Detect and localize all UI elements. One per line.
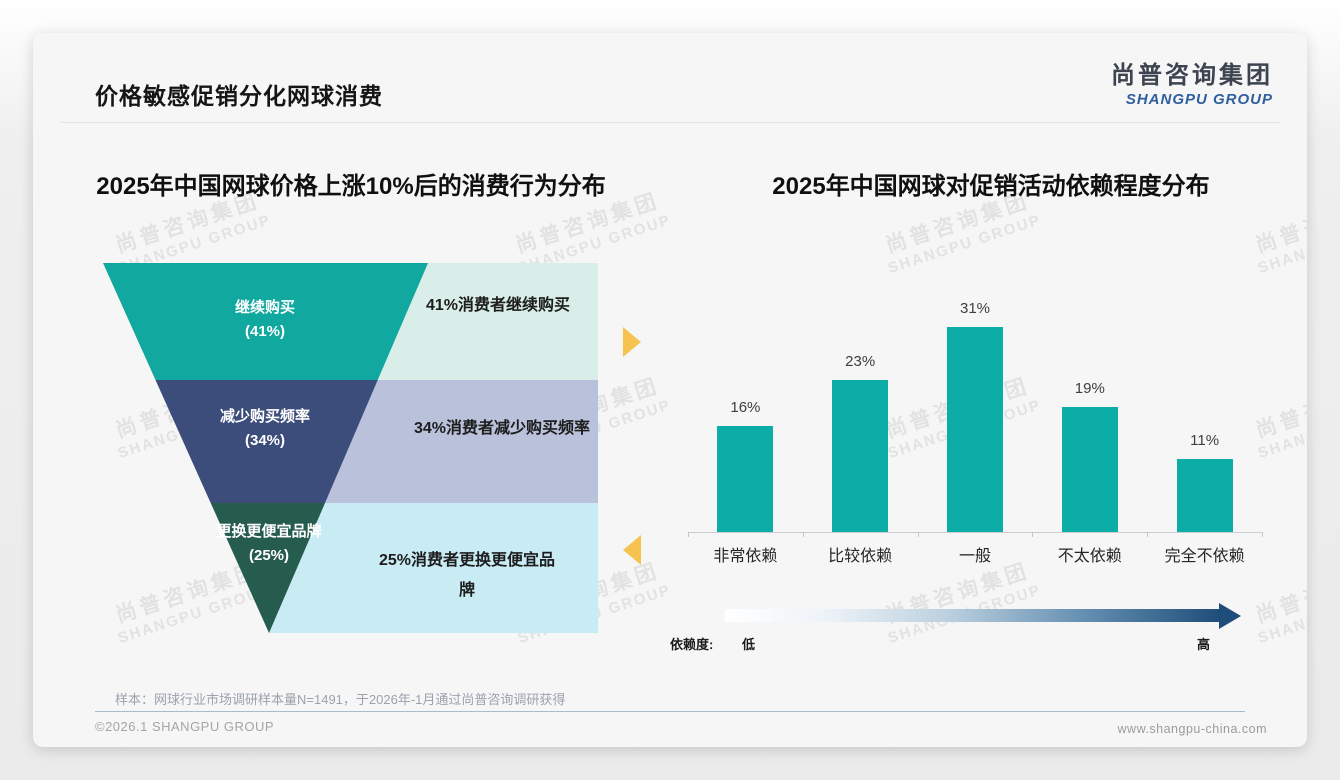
bar-category-label: 完全不依赖 xyxy=(1164,548,1245,565)
funnel-segment-3 xyxy=(210,503,325,633)
funnel-stage-2-name: 减少购买频率 xyxy=(219,408,310,425)
bar-chart-title: 2025年中国网球对促销活动依赖程度分布 xyxy=(772,173,1210,200)
x-axis-tick xyxy=(1262,532,1263,537)
funnel-stage-label-2: 减少购买频率 (34%) xyxy=(185,405,345,453)
dependency-axis-label: 依赖度: xyxy=(670,637,714,652)
funnel-segment-1 xyxy=(103,263,428,380)
funnel-stage-1-value: (41%) xyxy=(244,323,285,340)
x-axis-tick xyxy=(688,532,689,537)
funnel-stage-3-name: 更换更便宜品牌 xyxy=(216,523,322,540)
funnel-chart xyxy=(103,263,641,633)
footer-divider xyxy=(95,711,1245,712)
funnel-stage-3-value: (25%) xyxy=(248,547,289,564)
dependency-high-label: 高 xyxy=(1197,637,1211,652)
logo-english-text: SHANGPU GROUP xyxy=(1125,91,1273,108)
logo-chinese-text: 尚普咨询集团 xyxy=(1111,62,1273,89)
dependency-arrow-head-icon xyxy=(1219,602,1241,629)
bar-category-label: 比较依赖 xyxy=(828,548,893,565)
bar-非常依赖 xyxy=(717,426,774,532)
header-divider xyxy=(60,122,1280,123)
x-axis-tick xyxy=(802,532,804,537)
company-logo: 尚普咨询集团 SHANGPU GROUP xyxy=(1111,55,1273,108)
funnel-stage-label-3: 更换更便宜品牌 (25%) xyxy=(185,520,353,568)
funnel-note-box-3 xyxy=(269,503,598,633)
page-title: 价格敏感促销分化网球消费 xyxy=(95,83,383,109)
bar-category-label: 不太依赖 xyxy=(1057,548,1122,565)
website-text: www.shangpu-china.com xyxy=(1117,722,1267,736)
funnel-note-3: 25%消费者更换更便宜品牌 xyxy=(378,552,556,599)
bar-value-label: 16% xyxy=(730,399,761,416)
dependency-low-label: 低 xyxy=(742,637,756,652)
funnel-segment-2 xyxy=(155,380,378,503)
slide-card: 尚普咨询集团 SHANGPU GROUP 尚普咨询集团 SHANGPU GROUP 尚普… xyxy=(33,33,1307,747)
bar-value-label: 31% xyxy=(959,300,991,317)
bar-不太依赖 xyxy=(1061,407,1118,532)
funnel-note-2: 34%消费者减少购买频率 xyxy=(413,420,591,437)
funnel-stage-1-name: 继续购买 xyxy=(234,299,295,316)
funnel-stage-2-value: (34%) xyxy=(244,432,285,449)
bar-一般 xyxy=(947,327,1003,532)
dependency-gradient-arrow xyxy=(725,609,1220,622)
bar-value-label: 11% xyxy=(1190,432,1220,449)
funnel-note-1: 41%消费者继续购买 xyxy=(425,297,571,314)
bar-value-label: 23% xyxy=(845,353,876,370)
sample-footnote: 样本：网球行业市场调研样本量N=1491，于2026年-1月通过尚普咨询调研获得 xyxy=(115,692,566,707)
bar-category-label: 非常依赖 xyxy=(713,548,778,565)
right-accent-arrow-icon xyxy=(623,327,641,357)
left-accent-arrow-icon xyxy=(623,535,641,565)
x-axis-tick xyxy=(917,532,919,537)
bar-value-label: 19% xyxy=(1074,380,1105,397)
funnel-stage-label-1: 继续购买 (41%) xyxy=(185,296,345,344)
x-axis-tick xyxy=(1147,532,1149,537)
bar-category-label: 一般 xyxy=(958,548,991,565)
x-axis-tick xyxy=(1032,532,1034,537)
bar-比较依赖 xyxy=(832,380,889,532)
bar-chart-x-axis xyxy=(688,532,1262,533)
bar-完全不依赖 xyxy=(1176,459,1233,532)
copyright-text: ©2026.1 SHANGPU GROUP xyxy=(95,719,275,734)
funnel-chart-title: 2025年中国网球价格上涨10%后的消费行为分布 xyxy=(96,173,606,200)
